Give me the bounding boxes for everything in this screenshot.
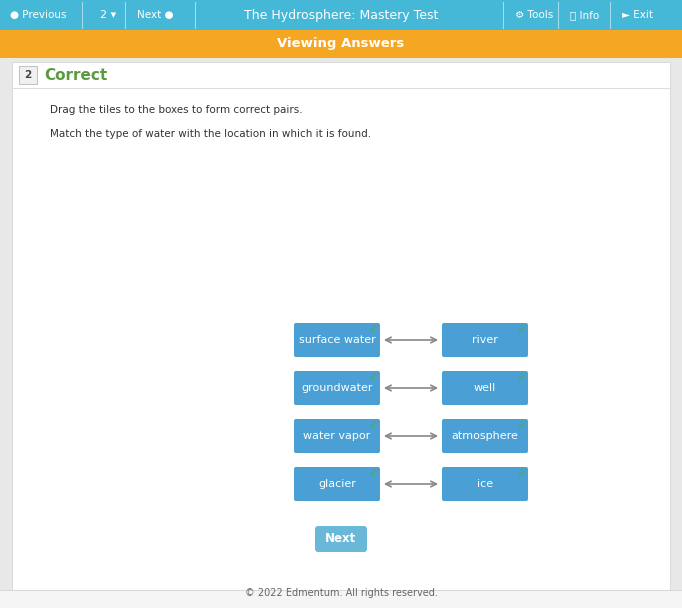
FancyBboxPatch shape bbox=[315, 526, 367, 552]
FancyBboxPatch shape bbox=[442, 419, 528, 453]
Text: groundwater: groundwater bbox=[301, 383, 373, 393]
Bar bbox=[0, 0, 682, 30]
Text: ✓: ✓ bbox=[368, 419, 379, 432]
FancyBboxPatch shape bbox=[442, 323, 528, 357]
Bar bbox=[0, 590, 682, 608]
Text: ✓: ✓ bbox=[516, 371, 527, 384]
Text: Viewing Answers: Viewing Answers bbox=[278, 38, 404, 50]
FancyBboxPatch shape bbox=[294, 371, 380, 405]
Text: ✓: ✓ bbox=[368, 467, 379, 480]
Text: ⚙ Tools: ⚙ Tools bbox=[515, 10, 553, 20]
Text: 2: 2 bbox=[25, 70, 31, 80]
FancyBboxPatch shape bbox=[442, 371, 528, 405]
FancyBboxPatch shape bbox=[19, 66, 37, 84]
Text: 2 ▾: 2 ▾ bbox=[100, 10, 116, 20]
Text: Next ●: Next ● bbox=[137, 10, 173, 20]
Text: ✓: ✓ bbox=[516, 323, 527, 336]
Text: glacier: glacier bbox=[318, 479, 356, 489]
Text: Correct: Correct bbox=[44, 67, 107, 83]
Text: water vapor: water vapor bbox=[303, 431, 370, 441]
Text: ► Exit: ► Exit bbox=[622, 10, 653, 20]
Text: ice: ice bbox=[477, 479, 493, 489]
FancyBboxPatch shape bbox=[294, 467, 380, 501]
Text: ● Previous: ● Previous bbox=[10, 10, 67, 20]
Text: © 2022 Edmentum. All rights reserved.: © 2022 Edmentum. All rights reserved. bbox=[245, 588, 437, 598]
Text: Next: Next bbox=[325, 533, 357, 545]
Text: ✓: ✓ bbox=[516, 419, 527, 432]
Text: river: river bbox=[472, 335, 498, 345]
FancyBboxPatch shape bbox=[294, 323, 380, 357]
Text: ✓: ✓ bbox=[368, 323, 379, 336]
Text: well: well bbox=[474, 383, 496, 393]
FancyBboxPatch shape bbox=[294, 419, 380, 453]
Text: Drag the tiles to the boxes to form correct pairs.: Drag the tiles to the boxes to form corr… bbox=[50, 105, 303, 115]
Text: ✓: ✓ bbox=[368, 371, 379, 384]
Text: The Hydrosphere: Mastery Test: The Hydrosphere: Mastery Test bbox=[243, 9, 439, 21]
FancyBboxPatch shape bbox=[12, 62, 670, 590]
Text: ⓘ Info: ⓘ Info bbox=[570, 10, 599, 20]
Text: ✓: ✓ bbox=[516, 467, 527, 480]
Text: surface water: surface water bbox=[299, 335, 375, 345]
Text: atmosphere: atmosphere bbox=[451, 431, 518, 441]
Text: Match the type of water with the location in which it is found.: Match the type of water with the locatio… bbox=[50, 129, 371, 139]
FancyBboxPatch shape bbox=[442, 467, 528, 501]
Bar bbox=[0, 30, 682, 58]
